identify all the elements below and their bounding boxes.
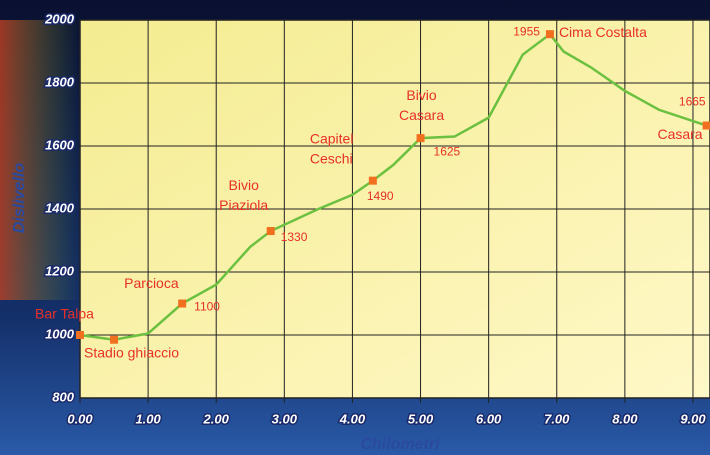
waypoint-name: Bivio [229, 177, 260, 193]
x-tick-label: 3.00 [272, 411, 298, 426]
y-tick-label: 1400 [45, 200, 75, 215]
waypoint-value: 1955 [513, 24, 540, 38]
waypoint-name: Cima Costalta [559, 24, 647, 40]
waypoint-name: Bar Talpa [35, 306, 94, 322]
waypoint-value: 1100 [194, 300, 220, 314]
waypoint-marker [416, 134, 425, 143]
waypoint-value: 1490 [367, 189, 394, 203]
waypoint-marker [702, 121, 710, 130]
x-tick-label: 5.00 [408, 411, 434, 426]
waypoint-marker [368, 176, 377, 185]
x-tick-label: 8.00 [612, 411, 638, 426]
waypoint-name: Casara [399, 107, 444, 123]
waypoint-name: Stadio ghiaccio [84, 344, 179, 360]
waypoint-name: Capitel [310, 130, 354, 146]
x-tick-label: 2.00 [203, 411, 230, 426]
x-tick-label: 9.00 [680, 411, 706, 426]
waypoint-value: 1330 [281, 230, 308, 244]
waypoint-marker [178, 299, 187, 308]
y-tick-label: 1600 [45, 137, 75, 152]
y-tick-label: 2000 [44, 11, 75, 26]
waypoint-value: 1625 [434, 144, 461, 158]
x-tick-label: 1.00 [135, 411, 161, 426]
y-tick-label: 800 [52, 389, 74, 404]
y-tick-label: 1200 [45, 263, 75, 278]
x-tick-label: 0.00 [67, 411, 93, 426]
waypoint-name: Piaziola [219, 197, 268, 213]
plot-frame [79, 19, 710, 399]
y-axis-label: Dislivello [11, 163, 28, 233]
waypoint-name: Parcioca [124, 275, 179, 291]
waypoint-marker [76, 331, 84, 339]
x-tick-label: 7.00 [544, 411, 570, 426]
x-axis-label: Chilometri [360, 436, 440, 453]
x-tick-label: 4.00 [339, 411, 366, 426]
profile-line [79, 32, 707, 341]
waypoint-marker [110, 335, 119, 344]
waypoint-name: Casara [657, 126, 702, 142]
waypoint-name: Bivio [406, 87, 437, 103]
waypoint-marker [545, 30, 554, 39]
x-tick-label: 6.00 [476, 411, 502, 426]
y-tick-label: 1000 [45, 326, 75, 341]
waypoint-value: 1665 [679, 95, 706, 109]
waypoint-name: Ceschi [310, 150, 353, 166]
background-relief [0, 20, 80, 300]
waypoint-marker [266, 227, 275, 236]
y-tick-label: 1800 [45, 74, 75, 89]
